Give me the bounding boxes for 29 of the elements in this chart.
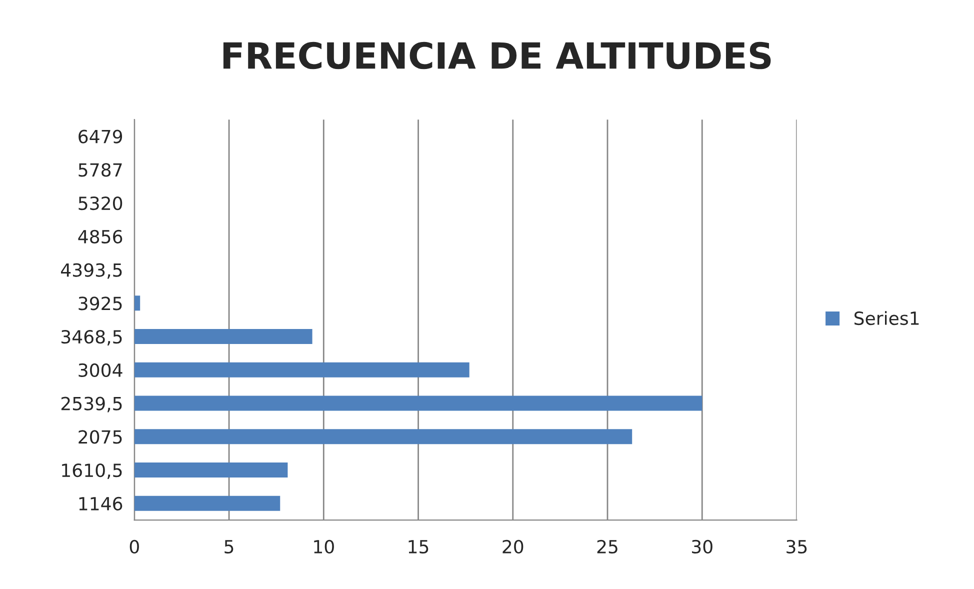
bar <box>134 362 470 378</box>
bar <box>134 429 632 444</box>
y-tick-label: 1610,5 <box>62 463 122 479</box>
legend-label: Series1 <box>854 311 919 326</box>
y-tick-label: 2539,5 <box>61 396 122 412</box>
chart-title: FRECUENCIA DE ALTITUDES <box>223 42 771 70</box>
y-tick-label: 5320 <box>78 196 122 210</box>
y-tick-label: 3925 <box>78 296 122 310</box>
bar <box>134 296 140 311</box>
bar <box>134 496 280 511</box>
x-tick-label: 0 <box>130 540 139 554</box>
x-tick-label: 5 <box>224 540 234 554</box>
x-tick-label: 25 <box>597 540 618 554</box>
y-tick-label: 6479 <box>78 130 122 144</box>
bar <box>134 329 312 344</box>
y-tick-label: 4856 <box>78 230 122 244</box>
y-tick-label: 4393,5 <box>61 263 122 279</box>
x-tick-label: 20 <box>502 540 524 554</box>
x-tick-label: 15 <box>408 540 428 554</box>
y-tick-label: 5787 <box>78 163 122 177</box>
bar <box>134 396 702 411</box>
y-tick-label: 2075 <box>78 430 122 444</box>
y-tick-label: 3468,5 <box>62 330 122 346</box>
x-tick-label: 10 <box>314 540 334 554</box>
x-tick-label: 30 <box>692 540 712 554</box>
y-tick-label: 1146 <box>79 496 122 511</box>
bar <box>134 462 288 478</box>
x-tick-label: 35 <box>786 540 807 554</box>
y-tick-label: 3004 <box>78 363 122 378</box>
